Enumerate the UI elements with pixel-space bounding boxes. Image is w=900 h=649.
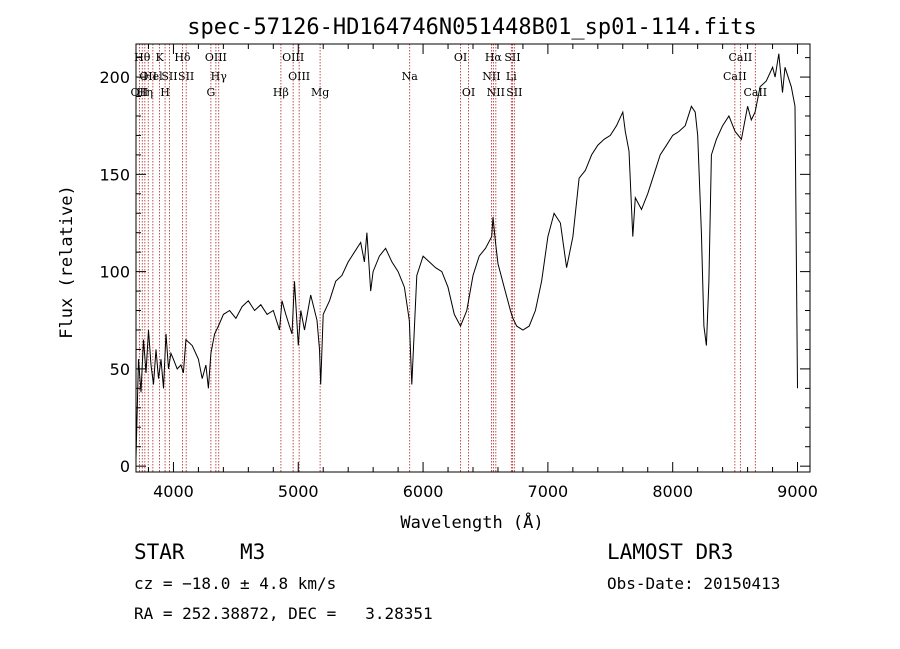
x-tick-label-4: 8000 xyxy=(652,482,693,501)
line-marker-label-25: SII xyxy=(506,86,522,99)
observation-date: Obs-Date: 20150413 xyxy=(607,574,781,593)
y-tick-label-3: 150 xyxy=(99,165,130,184)
line-marker-label-4: Hel xyxy=(143,70,163,83)
y-axis-ticks: 0 50 100 150 200 xyxy=(99,57,810,476)
line-marker-labels: OIIHθHηOIIHelKHSIIHδSIIGOIIIHγHβOIIIOIII… xyxy=(131,51,768,99)
line-marker-label-1: Hθ xyxy=(134,51,151,64)
x-tick-label-5: 9000 xyxy=(777,482,818,501)
line-marker-label-16: Mg xyxy=(311,86,329,99)
x-tick-label-3: 7000 xyxy=(528,482,569,501)
line-markers xyxy=(138,44,756,472)
line-marker-label-5: K xyxy=(155,51,164,64)
spectrum-series-line xyxy=(135,53,798,459)
line-marker-label-2: Hη xyxy=(137,86,153,99)
line-marker-label-24: SII xyxy=(504,51,520,64)
line-marker-label-6: H xyxy=(160,86,170,99)
line-marker-label-15: OIII xyxy=(288,70,310,83)
line-marker-label-7: SII xyxy=(161,70,177,83)
line-marker-label-3: OII xyxy=(139,70,157,83)
line-marker-label-11: OIII xyxy=(205,51,227,64)
line-marker-label-10: G xyxy=(206,86,215,99)
line-marker-label-18: OI xyxy=(454,51,467,64)
redshift-value: cz = −18.0 ± 4.8 km/s xyxy=(134,574,337,593)
line-marker-label-17: Na xyxy=(402,70,419,83)
line-marker-label-28: CaII xyxy=(743,86,767,99)
x-axis-label: Wavelength (Å) xyxy=(400,511,543,533)
line-marker-label-14: OIII xyxy=(282,51,304,64)
y-tick-label-4: 200 xyxy=(99,68,130,87)
line-marker-label-27: CaII xyxy=(729,51,753,64)
x-tick-label-0: 4000 xyxy=(153,482,194,501)
object-subclass: M3 xyxy=(240,540,266,564)
line-marker-label-8: Hδ xyxy=(174,51,191,64)
line-marker-label-23: Li xyxy=(506,70,517,83)
object-class: STAR xyxy=(134,540,185,564)
chart-title: spec-57126-HD164746N051448B01_sp01-114.f… xyxy=(187,15,757,40)
x-axis-ticks: 4000 5000 6000 7000 8000 9000 xyxy=(147,44,818,501)
y-tick-label-2: 100 xyxy=(99,263,130,282)
line-marker-label-0: OII xyxy=(131,86,149,99)
y-axis-label: Flux (relative) xyxy=(57,185,77,339)
line-marker-label-20: NII xyxy=(482,70,500,83)
line-marker-label-22: NII xyxy=(487,86,505,99)
y-tick-label-1: 50 xyxy=(110,360,130,379)
line-marker-label-21: Hα xyxy=(485,51,503,64)
x-tick-label-2: 6000 xyxy=(403,482,444,501)
coordinates: RA = 252.38872, DEC = 3.28351 xyxy=(134,604,433,623)
line-marker-label-9: SII xyxy=(178,70,194,83)
line-marker-label-26: CaII xyxy=(723,70,747,83)
survey-name: LAMOST DR3 xyxy=(607,540,734,564)
line-marker-label-13: Hβ xyxy=(273,86,289,99)
line-marker-label-19: OI xyxy=(462,86,475,99)
x-tick-label-1: 5000 xyxy=(278,482,319,501)
y-tick-label-0: 0 xyxy=(120,457,130,476)
line-marker-label-12: Hγ xyxy=(211,70,228,83)
